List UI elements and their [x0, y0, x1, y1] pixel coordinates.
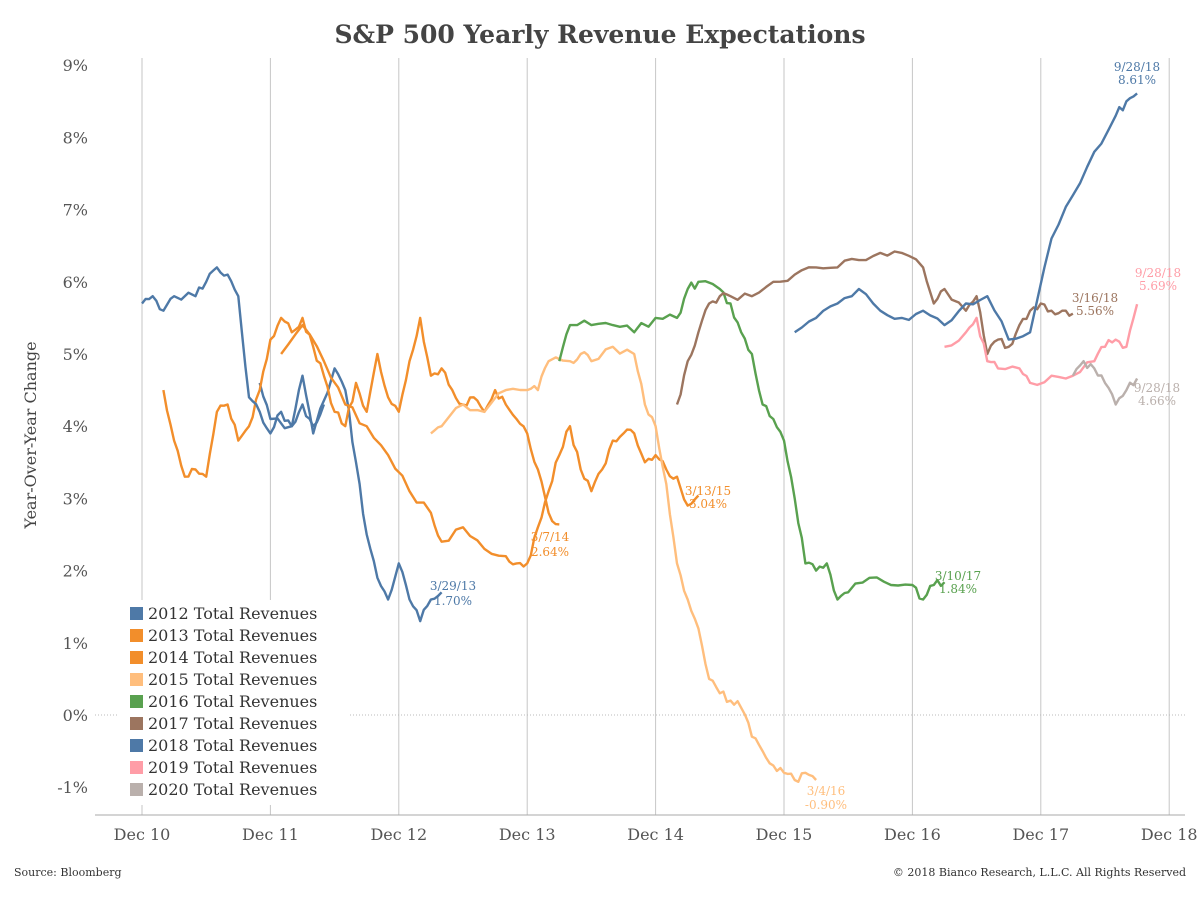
x-axis-ticks: Dec 10 Dec 11 Dec 12 Dec 13 Dec 14 Dec 15 Dec … [114, 825, 1198, 844]
annotation-date: 9/28/18 [1134, 381, 1180, 395]
legend-swatch [130, 651, 143, 664]
legend-swatch [130, 629, 143, 642]
x-tick-label: Dec 10 [114, 825, 171, 844]
legend-swatch [130, 761, 143, 774]
y-tick-label: 4% [63, 417, 88, 436]
y-tick-label: 0% [63, 706, 88, 725]
series-line-2014 [280, 323, 700, 568]
y-tick-label: 9% [63, 56, 88, 75]
legend-swatch [130, 695, 143, 708]
x-tick-label: Dec 14 [627, 825, 684, 844]
end-point-annotations: 3/29/131.70% 3/7/142.64% 3/13/153.04% 3/4/1… [430, 60, 1181, 812]
legend-background [118, 600, 350, 805]
y-axis-ticks: -1% 0% 1% 2% 3% 4% 5% 6% 7% 8% 9% [57, 56, 88, 797]
annotation-value: 1.70% [434, 594, 472, 608]
y-tick-label: 2% [63, 562, 88, 581]
annotation-value: 5.56% [1076, 304, 1114, 318]
legend-entry: 2015 Total Revenues [148, 670, 317, 689]
y-tick-label: 8% [63, 128, 88, 147]
series-line-2012 [258, 367, 443, 623]
series-line-2016 [558, 280, 946, 601]
legend-swatch [130, 783, 143, 796]
chart-title: S&P 500 Yearly Revenue Expectations [334, 20, 865, 49]
y-tick-label: 1% [63, 634, 88, 653]
legend-swatch [130, 739, 143, 752]
x-tick-label: Dec 16 [884, 825, 941, 844]
annotation-value: 2.64% [531, 545, 569, 559]
series-line-2015 [430, 345, 817, 783]
legend-entry: 2014 Total Revenues [148, 648, 317, 667]
y-tick-label: 3% [63, 489, 88, 508]
legend-swatch [130, 607, 143, 620]
annotation-value: 3.04% [689, 497, 727, 511]
annotation-value: 5.69% [1139, 279, 1177, 293]
annotation-date: 3/10/17 [935, 569, 981, 583]
x-tick-label: Dec 15 [756, 825, 813, 844]
series-line-2020 [1071, 360, 1139, 406]
source-note: Source: Bloomberg [14, 866, 122, 879]
annotation-date: 3/16/18 [1072, 291, 1118, 305]
x-tick-label: Dec 12 [370, 825, 427, 844]
legend-entry: 2020 Total Revenues [148, 780, 317, 799]
series-lines [141, 92, 1139, 783]
annotation-date: 3/4/16 [807, 784, 846, 798]
y-axis-label: Year-Over-Year Change [21, 341, 40, 529]
annotation-date: 9/28/18 [1135, 266, 1181, 280]
series-line-2019 [944, 303, 1139, 387]
y-tick-label: -1% [57, 778, 88, 797]
series-line-2013 [162, 316, 560, 526]
series-line-2018 [794, 92, 1138, 341]
legend-entry: 2012 Total Revenues [148, 604, 317, 623]
annotation-value: 8.61% [1118, 73, 1156, 87]
series-line-2018 [141, 266, 326, 435]
annotation-value: -0.90% [805, 798, 847, 812]
x-tick-label: Dec 17 [1012, 825, 1069, 844]
legend-entry: 2019 Total Revenues [148, 758, 317, 777]
copyright-note: © 2018 Bianco Research, L.L.C. All Right… [893, 866, 1186, 879]
annotation-date: 3/29/13 [430, 579, 476, 593]
annotation-value: 1.84% [939, 582, 977, 596]
legend-entry: 2018 Total Revenues [148, 736, 317, 755]
legend-entry: 2017 Total Revenues [148, 714, 317, 733]
vertical-gridlines [95, 58, 1185, 816]
legend-entry: 2013 Total Revenues [148, 626, 317, 645]
x-tick-label: Dec 11 [242, 825, 299, 844]
y-tick-label: 6% [63, 273, 88, 292]
legend-swatch [130, 717, 143, 730]
legend-swatch [130, 673, 143, 686]
x-tick-label: Dec 18 [1141, 825, 1198, 844]
annotation-date: 3/7/14 [531, 530, 570, 544]
annotation-date: 9/28/18 [1114, 60, 1160, 74]
x-tick-label: Dec 13 [499, 825, 556, 844]
y-tick-label: 7% [63, 201, 88, 220]
annotation-date: 3/13/15 [685, 484, 731, 498]
legend: 2012 Total Revenues 2013 Total Revenues 20… [118, 600, 350, 805]
series-line-2017 [675, 250, 1074, 405]
annotation-value: 4.66% [1138, 394, 1176, 408]
y-tick-label: 5% [63, 345, 88, 364]
legend-entry: 2016 Total Revenues [148, 692, 317, 711]
